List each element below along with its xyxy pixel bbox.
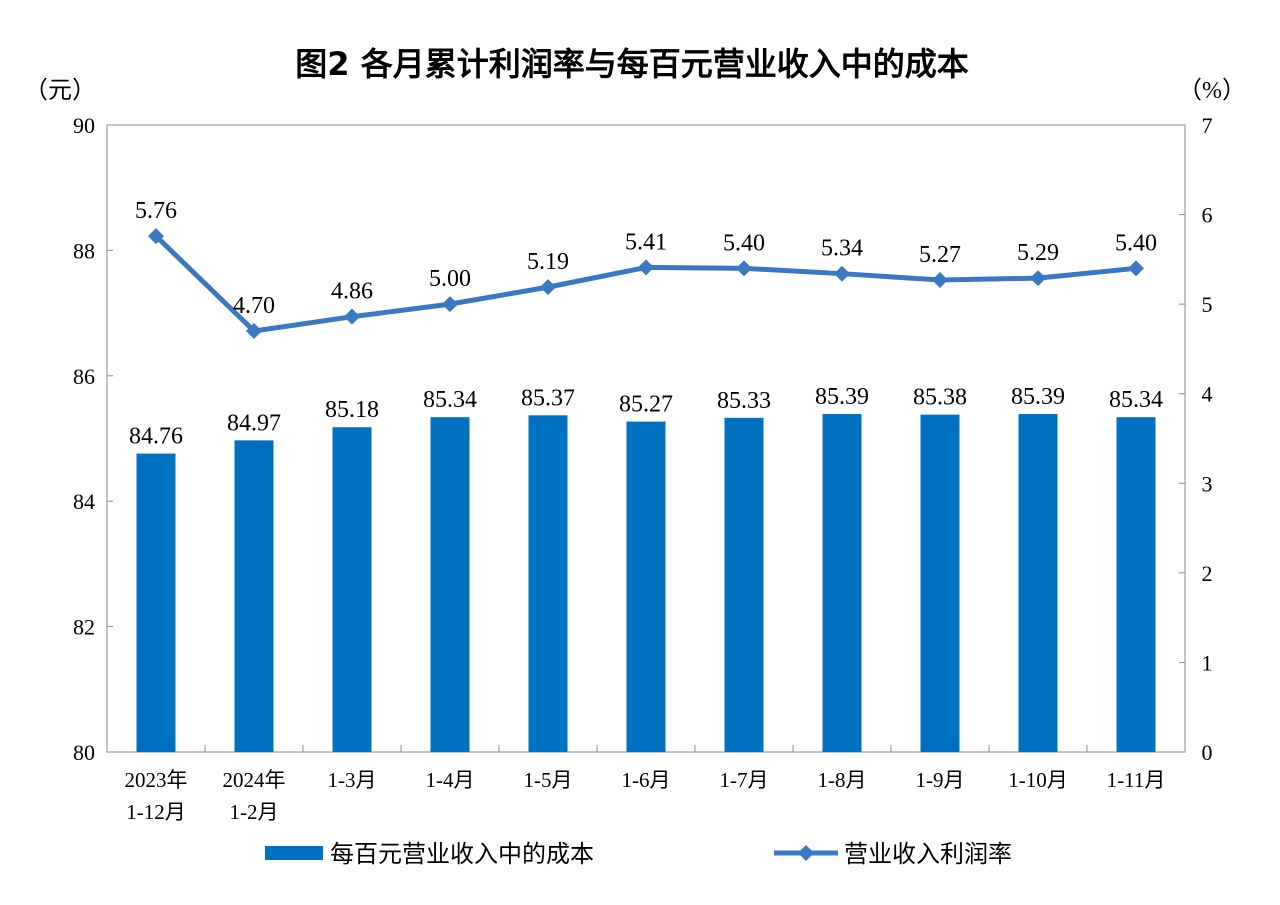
left-axis-tick-label: 86: [73, 364, 95, 389]
line-point-marker: [540, 279, 556, 296]
legend: 每百元营业收入中的成本 营业收入利润率: [265, 840, 1012, 868]
right-axis-tick-label: 4: [1202, 382, 1213, 407]
line-point-marker: [246, 323, 262, 340]
right-axis-tick-label: 1: [1202, 650, 1213, 675]
bar-data-label: 85.27: [619, 392, 673, 418]
x-axis-category-label: 1-5月: [524, 768, 573, 792]
x-axis-category-label: 1-8月: [818, 768, 867, 792]
line-point-marker: [736, 260, 752, 277]
line-data-label: 5.76: [135, 198, 177, 224]
x-axis-category-label: 1-2月: [230, 800, 279, 824]
bar: [626, 421, 666, 752]
bar: [822, 414, 862, 752]
legend-line-label: 营业收入利润率: [844, 840, 1012, 868]
bar-data-label: 84.97: [227, 410, 281, 436]
bar-data-label: 85.33: [717, 388, 771, 414]
line-point-marker: [638, 259, 654, 276]
left-axis-tick-label: 88: [73, 238, 95, 263]
x-axis-category-label: 1-4月: [426, 768, 475, 792]
line-point-marker: [834, 265, 850, 282]
line-data-label: 5.40: [723, 230, 765, 256]
bar: [1018, 414, 1058, 752]
x-axis-category-label: 1-9月: [916, 768, 965, 792]
bar-data-label: 85.34: [1109, 387, 1163, 413]
x-axis-category-label: 2024年: [223, 768, 286, 792]
x-axis-category-label: 1-11月: [1107, 768, 1166, 792]
line-point-marker: [932, 271, 948, 288]
left-axis-unit: （元）: [24, 78, 96, 104]
line-data-label: 5.00: [429, 266, 471, 292]
bar-data-label: 85.18: [325, 397, 379, 423]
bar: [234, 440, 274, 752]
line-data-label: 5.40: [1115, 230, 1157, 256]
bar: [1116, 417, 1156, 752]
bar: [528, 415, 568, 752]
right-axis-tick-label: 7: [1202, 113, 1213, 138]
line-data-label: 5.29: [1017, 240, 1059, 266]
left-axis-tick-label: 90: [73, 113, 95, 138]
right-axis-tick-label: 0: [1202, 740, 1213, 765]
bar: [332, 427, 372, 752]
x-axis-category-label: 1-10月: [1008, 768, 1068, 792]
line-data-label: 5.34: [821, 236, 863, 262]
left-axis-tick-label: 80: [73, 740, 95, 765]
bar-data-label: 85.37: [521, 385, 575, 411]
legend-bar-label: 每百元营业收入中的成本: [330, 840, 594, 868]
line-data-label: 4.86: [331, 279, 373, 305]
right-axis-tick-label: 2: [1202, 561, 1213, 586]
line-point-marker: [344, 308, 360, 325]
line-point-marker: [148, 228, 164, 245]
bar-data-label: 85.38: [913, 385, 967, 411]
right-axis-tick-label: 3: [1202, 471, 1213, 496]
line-point-marker: [442, 296, 458, 313]
right-axis-unit: （%）: [1178, 78, 1246, 104]
line-data-label: 5.19: [527, 249, 569, 275]
bar: [724, 417, 764, 752]
x-axis-category-label: 1-7月: [720, 768, 769, 792]
bar: [136, 453, 176, 752]
bar-data-label: 85.39: [815, 384, 869, 410]
line-data-label: 5.41: [625, 229, 667, 255]
bar-data-label: 84.76: [129, 424, 183, 450]
legend-diamond-marker: [798, 845, 814, 861]
line-data-label: 5.27: [919, 242, 961, 268]
chart-title: 图2 各月累计利润率与每百元营业收入中的成本: [295, 45, 968, 83]
left-axis-tick-label: 82: [73, 615, 95, 640]
legend-bar-swatch: [265, 846, 323, 860]
x-axis-category-label: 2023年: [125, 768, 188, 792]
line-point-marker: [1030, 270, 1046, 287]
x-axis-category-label: 1-12月: [126, 800, 186, 824]
bar: [920, 414, 960, 752]
right-axis-tick-label: 5: [1202, 292, 1213, 317]
line-data-label: 4.70: [233, 293, 275, 319]
left-axis-tick-label: 84: [73, 489, 95, 514]
x-axis-category-label: 1-6月: [622, 768, 671, 792]
bar-data-label: 85.34: [423, 387, 477, 413]
x-axis-category-label: 1-3月: [328, 768, 377, 792]
bar: [430, 417, 470, 752]
bar-data-label: 85.39: [1011, 384, 1065, 410]
right-axis-tick-label: 6: [1202, 203, 1213, 228]
line-point-marker: [1128, 260, 1144, 277]
